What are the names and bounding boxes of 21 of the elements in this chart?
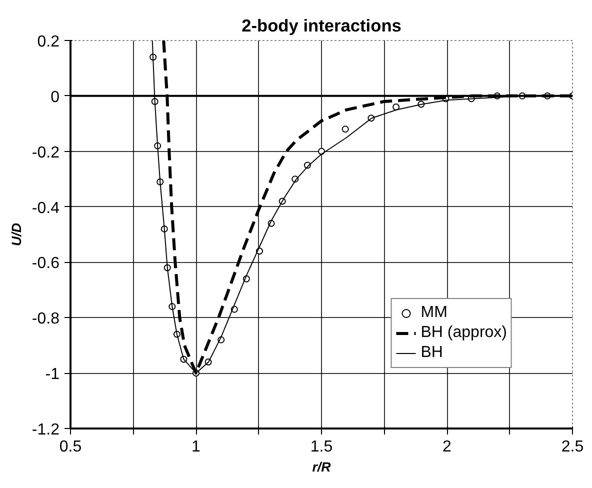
x-tick-label: 1.5 [310,438,333,456]
legend-label: MM [420,304,448,322]
y-tick-label: -1 [45,366,60,384]
y-tick-label: -0.4 [32,200,60,217]
point [342,126,349,133]
chart-title: 2-body interactions [242,16,402,36]
y-tick-label: -0.6 [32,255,60,272]
y-tick-label: -0.8 [32,310,60,328]
legend-label: BH [420,344,443,362]
y-tick-label: -1.2 [32,422,60,438]
point [392,104,400,111]
y-axis-title: U/D [8,222,24,246]
y-tick-label: 0 [50,88,60,106]
x-tick-label: 2 [442,438,452,456]
y-tick-label: -0.2 [32,144,60,162]
x-tick-label: 2.5 [561,438,584,456]
y-tick-label: 0.2 [37,34,60,50]
x-tick-label: 0.5 [59,438,82,456]
x-axis-title: r/R [312,460,332,474]
legend-label: BH (approx) [420,324,507,342]
x-tick-label: 1 [192,438,201,456]
